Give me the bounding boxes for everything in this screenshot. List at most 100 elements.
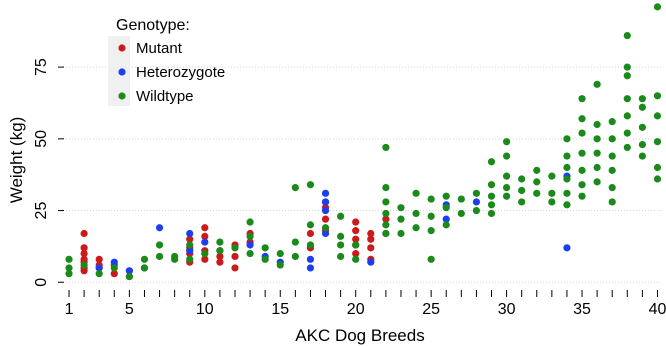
data-point xyxy=(321,198,330,206)
legend-marker xyxy=(118,68,126,76)
data-point xyxy=(382,143,390,152)
data-point xyxy=(397,215,405,223)
data-point xyxy=(608,152,616,160)
x-tick-label: 10 xyxy=(196,301,214,318)
data-point xyxy=(306,241,315,249)
data-point xyxy=(65,264,73,272)
data-point xyxy=(653,112,662,120)
data-point xyxy=(593,163,601,172)
data-point xyxy=(155,224,164,232)
data-point xyxy=(186,235,194,243)
data-point xyxy=(638,103,646,111)
data-point xyxy=(608,198,616,206)
data-point xyxy=(231,244,239,252)
data-point xyxy=(638,152,646,160)
data-point xyxy=(306,264,315,272)
data-point xyxy=(578,166,586,174)
data-point xyxy=(502,152,511,160)
data-point xyxy=(442,215,450,223)
legend-entry-label: Heterozygote xyxy=(136,64,225,81)
data-point xyxy=(518,175,526,183)
data-point xyxy=(367,258,375,266)
data-point xyxy=(548,198,556,206)
data-point xyxy=(276,261,284,269)
data-point xyxy=(352,255,360,263)
data-point xyxy=(80,261,88,269)
data-point xyxy=(216,238,224,246)
data-point xyxy=(246,249,254,258)
data-point xyxy=(382,183,390,192)
data-point xyxy=(487,209,496,218)
data-point xyxy=(306,221,315,229)
data-point xyxy=(216,247,224,255)
data-point xyxy=(110,270,118,278)
data-point xyxy=(201,255,209,263)
data-point xyxy=(246,218,254,226)
data-point xyxy=(442,204,450,212)
data-point xyxy=(623,143,631,152)
data-point xyxy=(578,95,586,103)
x-axis-label: AKC Dog Breeds xyxy=(295,326,424,345)
data-point xyxy=(382,215,390,223)
data-point xyxy=(306,181,315,189)
data-point xyxy=(427,212,435,220)
data-point xyxy=(306,255,315,263)
data-point xyxy=(502,192,511,200)
data-point xyxy=(593,120,601,129)
data-point xyxy=(291,252,299,261)
data-point xyxy=(186,229,194,238)
data-point xyxy=(578,192,586,200)
data-point xyxy=(246,241,254,249)
data-point xyxy=(487,192,496,200)
legend-marker xyxy=(118,44,126,52)
data-point xyxy=(80,229,88,238)
data-point xyxy=(563,135,571,143)
data-point xyxy=(623,95,631,103)
data-point xyxy=(65,270,73,278)
data-point xyxy=(321,215,330,223)
data-point xyxy=(382,221,390,229)
data-point xyxy=(518,198,526,206)
data-point xyxy=(95,264,103,272)
data-point xyxy=(427,227,435,235)
data-point xyxy=(457,195,465,203)
data-point xyxy=(261,255,269,263)
x-tick-label: 30 xyxy=(498,301,516,318)
legend-title: Genotype: xyxy=(116,17,190,34)
data-point xyxy=(201,249,209,258)
data-point xyxy=(321,189,330,197)
data-point xyxy=(563,189,571,197)
data-point xyxy=(623,72,631,80)
data-point xyxy=(563,201,571,209)
data-point xyxy=(201,238,209,246)
data-point xyxy=(382,209,390,218)
data-point xyxy=(578,129,586,137)
data-point xyxy=(623,129,631,137)
data-point xyxy=(412,224,420,232)
legend-entry-label: Wildtype xyxy=(136,88,194,105)
data-point xyxy=(337,232,345,240)
data-point xyxy=(352,241,360,249)
data-point xyxy=(352,227,360,235)
data-point xyxy=(608,166,616,174)
data-point xyxy=(502,172,511,180)
data-point xyxy=(231,252,239,261)
data-point xyxy=(548,172,556,180)
data-point xyxy=(593,178,601,186)
data-point xyxy=(518,186,526,195)
data-point xyxy=(397,204,405,212)
data-point xyxy=(276,249,284,258)
data-point xyxy=(653,92,662,100)
data-point xyxy=(306,229,315,238)
series-heterozygote xyxy=(95,172,571,275)
data-point xyxy=(638,123,646,131)
data-point xyxy=(291,238,299,246)
y-axis-label: Weight (kg) xyxy=(7,117,26,204)
data-point xyxy=(80,249,88,258)
x-axis: 1 5 10 15 20 25 30 35 40 xyxy=(65,290,666,318)
data-point xyxy=(502,183,511,192)
series-wildtype xyxy=(65,3,662,281)
data-point xyxy=(80,244,88,252)
data-point xyxy=(442,221,450,229)
